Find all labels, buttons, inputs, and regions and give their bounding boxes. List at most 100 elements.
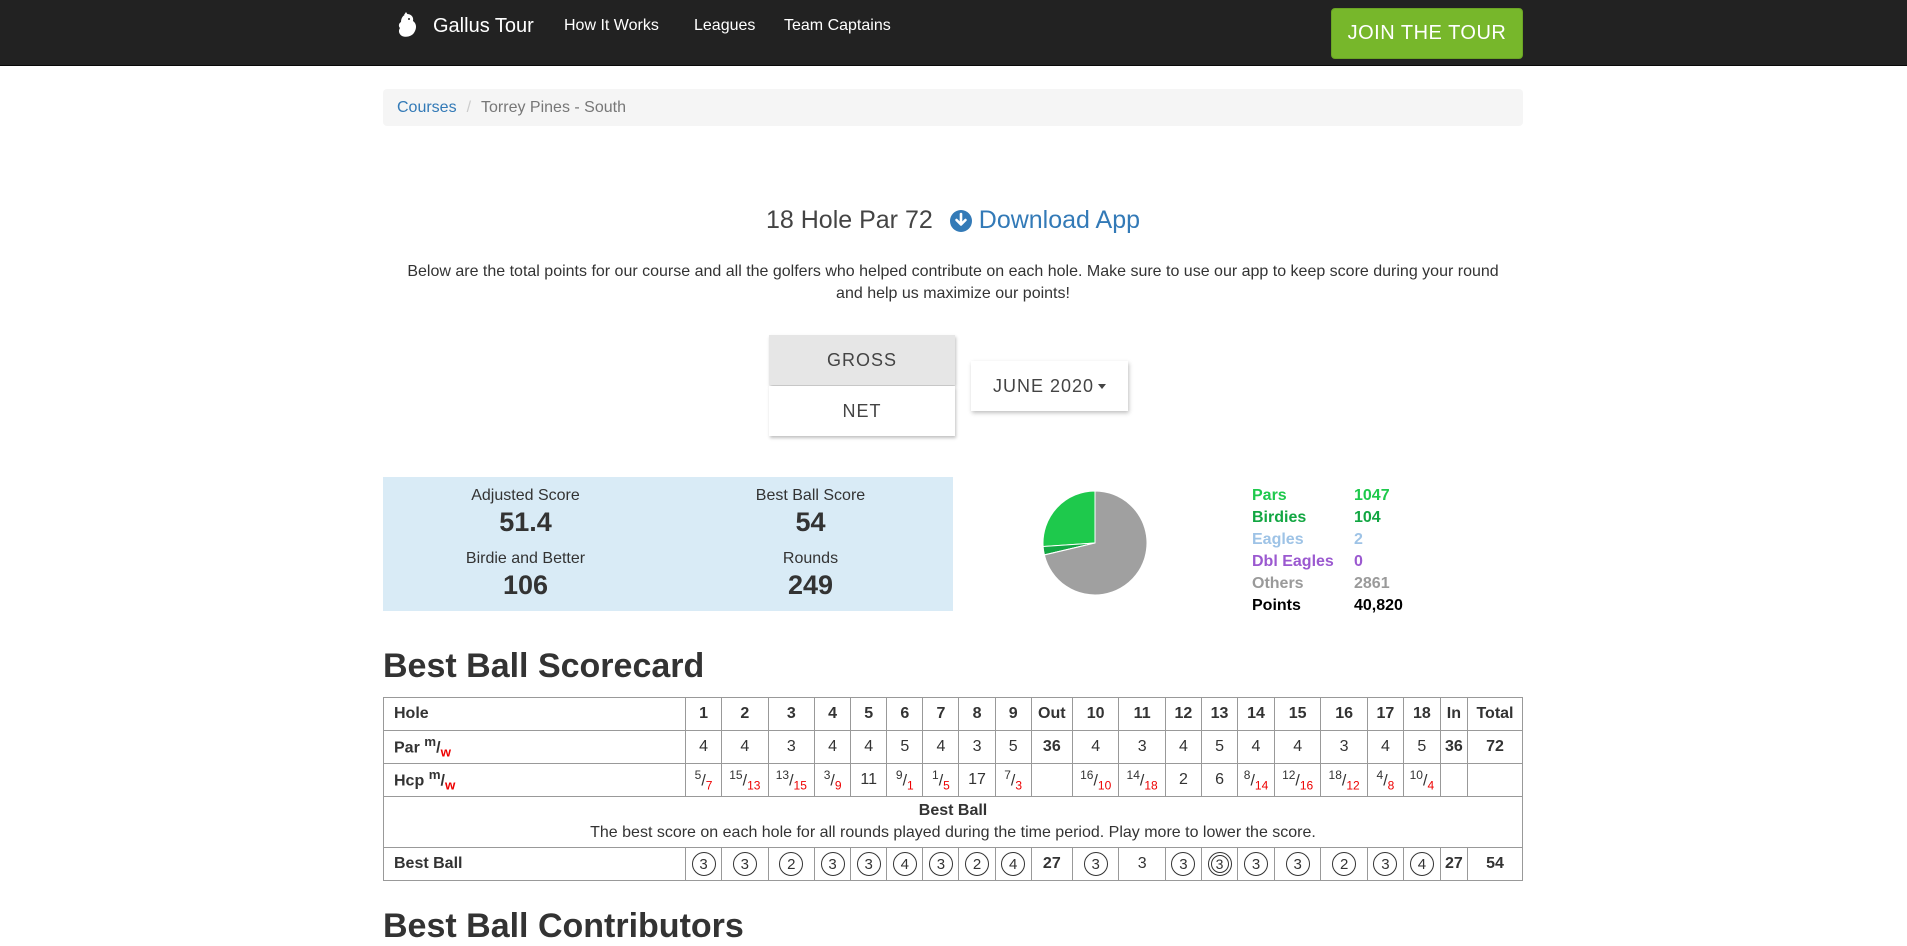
contributors-title: Best Ball Contributors (383, 907, 744, 945)
hole-number: 7 (922, 697, 960, 731)
best-ball-cell: 3 (1237, 847, 1275, 881)
birdie-circle: 3 (856, 852, 881, 876)
hcp-out (1030, 763, 1073, 797)
hcp-label: Hcp (394, 772, 425, 790)
best-ball-cell: 4 (886, 847, 924, 881)
in-header: In (1439, 697, 1468, 731)
hcp-cell: 8/14 (1237, 763, 1275, 797)
pie-slice-pars (1042, 490, 1096, 548)
hcp-cell: 4/8 (1366, 763, 1404, 797)
birdie-circle: 4 (1001, 852, 1026, 876)
par-cell: 5 (1200, 730, 1239, 764)
best-ball-scorecard-table: Hole 1 2 3 4 5 6 7 8 9 Out 10 11 12 13 14 15 16 17 18 In Tota… (383, 697, 1524, 881)
adjusted-score-label: Adjusted Score (471, 487, 580, 504)
hole-number: 5 (850, 697, 888, 731)
table-row-par: Par m/w 4 4 3 4 4 5 4 3 5 36 4 3 4 5 4 4 3 4 5 36 72 (383, 730, 1524, 764)
nav-how-it-works[interactable]: How It Works (564, 17, 659, 34)
out-header: Out (1030, 697, 1073, 731)
men-marker: m (428, 767, 441, 783)
month-dropdown[interactable]: JUNE 2020 (971, 361, 1128, 411)
hcp-men: 18 (1328, 767, 1342, 782)
hcp-total (1466, 763, 1524, 797)
table-row-hole: Hole 1 2 3 4 5 6 7 8 9 Out 10 11 12 13 14 15 16 17 18 In Tota… (383, 697, 1524, 731)
par-cell: 4 (1071, 730, 1120, 764)
best-ball-cell: 2 (958, 847, 996, 881)
hole-number: 6 (886, 697, 924, 731)
nav-team-captains[interactable]: Team Captains (784, 17, 891, 34)
legend-value: 2861 (1354, 575, 1390, 592)
hcp-cell: 18/12 (1320, 763, 1368, 797)
gross-toggle[interactable]: GROSS (769, 335, 955, 385)
best-ball-score-label: Best Ball Score (755, 487, 866, 504)
hcp-cell: 3/9 (814, 763, 852, 797)
brand-name: Gallus Tour (433, 14, 534, 37)
hcp-women: 8 (1387, 778, 1395, 793)
hcp-men: 14 (1126, 767, 1140, 782)
adjusted-score-value: 51.4 (499, 507, 552, 537)
par-cell: 5 (886, 730, 924, 764)
legend-name: Dbl Eagles (1252, 553, 1334, 570)
legend-value: 104 (1354, 509, 1381, 526)
hole-number: 8 (958, 697, 996, 731)
legend-name: Birdies (1252, 509, 1307, 526)
brand-link[interactable]: Gallus Tour (395, 12, 534, 40)
hcp-women: 7 (705, 778, 713, 793)
hcp-women: 18 (1144, 778, 1158, 793)
men-marker: m (424, 734, 437, 750)
adjusted-score-stat: Adjusted Score 51.4 (383, 487, 668, 538)
hcp-men: 7 (1004, 767, 1011, 782)
download-app-link[interactable]: Download App (949, 206, 1140, 235)
join-tour-button[interactable]: JOIN THE TOUR (1331, 8, 1523, 59)
par-cell: 4 (721, 730, 769, 764)
legend-name: Pars (1252, 487, 1287, 504)
legend-row-birdies: Birdies 104 (1252, 509, 1403, 531)
hole-number: 16 (1320, 697, 1368, 731)
par-cell: 4 (922, 730, 960, 764)
hcp-men: 8 (1243, 767, 1251, 782)
hole-number: 9 (994, 697, 1032, 731)
birdie-circle: 3 (732, 852, 757, 876)
hcp-cell: 14/18 (1118, 763, 1166, 797)
par-header: Par m/w (383, 730, 686, 764)
hcp-men: 9 (895, 767, 903, 782)
legend-row-eagles: Eagles 2 (1252, 531, 1403, 553)
hcp-cell: 11 (850, 763, 888, 797)
hole-number: 1 (684, 697, 723, 731)
birdie-circle: 3 (1244, 852, 1268, 876)
net-toggle[interactable]: NET (769, 386, 955, 436)
legend-name: Points (1252, 597, 1301, 614)
best-ball-cell: 3 (922, 847, 960, 881)
hole-number: 13 (1200, 697, 1239, 731)
download-circle-icon (949, 209, 972, 232)
hcp-women: 10 (1097, 778, 1112, 793)
best-ball-cell: 3 (684, 847, 723, 881)
month-dropdown-label: JUNE 2020 (992, 375, 1095, 396)
par-title: 18 Hole Par 72 (765, 206, 933, 234)
par-cell: 5 (1402, 730, 1441, 764)
hcp-women: 12 (1346, 778, 1360, 793)
par-cell: 4 (814, 730, 852, 764)
birdie-circle: 3 (928, 852, 953, 876)
hcp-cell: 2 (1164, 763, 1202, 797)
hcp-women: 16 (1299, 778, 1314, 793)
hole-number: 18 (1402, 697, 1441, 731)
par-in: 36 (1439, 730, 1468, 764)
best-ball-score-value: 54 (795, 507, 826, 537)
best-ball-cell: 3 (1118, 847, 1166, 881)
hcp-value: 17 (968, 771, 986, 788)
breadcrumb-current: Torrey Pines - South (481, 98, 626, 116)
breadcrumb: Courses / Torrey Pines - South (383, 89, 1523, 126)
legend-row-others: Others 2861 (1252, 575, 1403, 597)
par-out: 36 (1030, 730, 1073, 764)
hcp-men: 15 (729, 767, 743, 782)
best-ball-note-text: The best score on each hole for all roun… (590, 824, 1316, 841)
birdie-circle: 4 (892, 852, 917, 876)
birdie-circle: 2 (1332, 852, 1357, 876)
birdie-circle: 2 (779, 852, 804, 876)
legend-row-points: Points 40,820 (1252, 597, 1403, 619)
birdie-circle: 3 (691, 852, 716, 876)
nav-leagues[interactable]: Leagues (694, 17, 756, 34)
breadcrumb-courses-link[interactable]: Courses (397, 98, 457, 116)
hole-number: 17 (1366, 697, 1404, 731)
hole-number: 2 (721, 697, 769, 731)
